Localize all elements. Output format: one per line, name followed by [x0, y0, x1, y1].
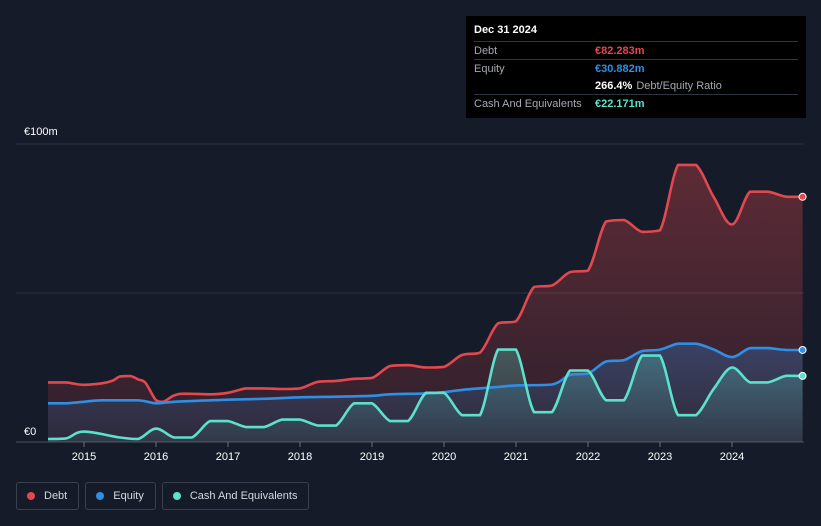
tooltip-row-value: €82.283m: [595, 44, 645, 57]
series-lines: [47, 163, 803, 441]
area-cash-and-equivalents: [48, 349, 803, 442]
x-axis-ticks: 2015 2016 2017 2018 2019 2020 2021 2022 2023 2024: [72, 442, 744, 463]
x-tick-label: 2022: [576, 451, 600, 463]
tooltip-panel: Dec 31 2024 Debt €82.283m Equity €30.882…: [466, 16, 806, 118]
tooltip-row-value: 266.4%: [595, 79, 633, 92]
tooltip-row-value: €22.171m: [595, 97, 645, 110]
tooltip-row-value: €30.882m: [595, 62, 645, 75]
legend-label: Cash And Equivalents: [189, 490, 298, 502]
line-equity: [47, 342, 803, 405]
y-tick-label-max: €100m: [24, 126, 58, 138]
tooltip-row-cash: Cash And Equivalents €22.171m: [474, 94, 798, 112]
x-tick-label: 2018: [288, 451, 312, 463]
tooltip-row-suffix: Debt/Equity Ratio: [636, 79, 722, 92]
legend-label: Equity: [113, 490, 144, 502]
tooltip-date: Dec 31 2024: [474, 24, 537, 36]
x-tick-label: 2024: [720, 451, 744, 463]
end-marker-cash-and-equivalents: [798, 371, 807, 380]
end-markers: [798, 192, 807, 380]
legend-item-debt[interactable]: Debt: [16, 482, 80, 510]
y-tick-label-zero: €0: [24, 426, 37, 438]
legend-item-equity[interactable]: Equity: [85, 482, 156, 510]
legend-dot-icon: [96, 492, 105, 500]
end-marker-debt: [798, 192, 807, 201]
legend-dot-icon: [27, 492, 35, 500]
tooltip-row-debt: Debt €82.283m: [474, 41, 798, 59]
tooltip-row-equity: Equity €30.882m: [474, 59, 798, 77]
legend-dot-icon: [172, 492, 181, 500]
end-marker-equity: [798, 345, 807, 354]
legend-item-cash-and-equivalents[interactable]: Cash And Equivalents: [161, 482, 310, 510]
series-areas: [48, 164, 803, 442]
legend-label: Debt: [44, 490, 68, 502]
x-tick-label: 2020: [432, 451, 456, 463]
x-tick-label: 2021: [504, 451, 528, 463]
x-tick-label: 2017: [216, 451, 240, 463]
x-tick-label: 2016: [144, 451, 168, 463]
line-cash-and-equivalents: [47, 348, 803, 441]
tooltip-row-label: Equity: [474, 62, 505, 75]
legend: Debt Equity Cash And Equivalents: [16, 482, 315, 510]
tooltip-row-ratio: 266.4% Debt/Equity Ratio: [474, 77, 798, 94]
x-tick-label: 2019: [360, 451, 384, 463]
tooltip-row-label: Debt: [474, 44, 498, 57]
x-tick-label: 2023: [648, 451, 672, 463]
line-debt: [48, 163, 803, 404]
tooltip-row-label: Cash And Equivalents: [474, 97, 582, 110]
x-tick-label: 2015: [72, 451, 96, 463]
